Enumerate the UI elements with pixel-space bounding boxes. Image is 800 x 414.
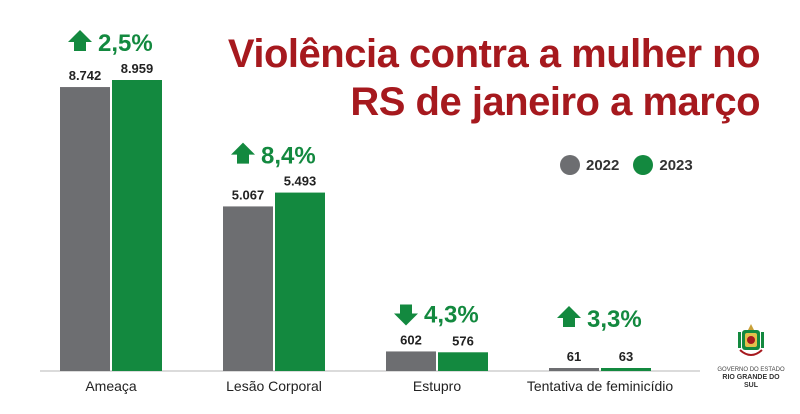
bar-2023-0 bbox=[112, 80, 162, 371]
arrow-up-icon-0 bbox=[68, 30, 92, 51]
bar-2023-1 bbox=[275, 192, 325, 371]
chart-title-line2: RS de janeiro a março bbox=[350, 80, 760, 124]
category-label-0: Ameaça bbox=[85, 378, 137, 394]
legend-label-2023: 2023 bbox=[659, 156, 693, 174]
legend-swatch-2023 bbox=[633, 155, 654, 175]
change-label-1: 8,4% bbox=[261, 143, 316, 170]
data-label-2022-1: 5.067 bbox=[232, 187, 265, 202]
data-label-2023-1: 5.493 bbox=[284, 174, 317, 189]
legend-label-2022: 2022 bbox=[586, 156, 620, 174]
chart-title-line1: Violência contra a mulher no bbox=[227, 32, 761, 76]
bar-2023-2 bbox=[438, 352, 488, 371]
data-label-2023-2: 576 bbox=[452, 333, 474, 348]
category-label-1: Lesão Corporal bbox=[226, 378, 322, 394]
change-label-3: 3,3% bbox=[587, 306, 642, 333]
coat-of-arms-icon bbox=[738, 324, 764, 356]
change-label-2: 4,3% bbox=[424, 301, 479, 328]
category-label-2: Estupro bbox=[413, 378, 461, 394]
legend-item-2022: 2022 bbox=[560, 155, 619, 175]
data-label-2023-3: 63 bbox=[619, 349, 633, 364]
data-label-2022-2: 602 bbox=[400, 332, 422, 347]
legend-swatch-2022 bbox=[560, 155, 580, 175]
legend-item-2023: 2023 bbox=[633, 155, 693, 175]
bar-2022-0 bbox=[60, 87, 110, 371]
bar-2022-3 bbox=[549, 368, 599, 371]
arrow-up-icon-1 bbox=[231, 142, 255, 164]
change-label-0: 2,5% bbox=[98, 30, 153, 57]
bar-2022-1 bbox=[223, 206, 273, 371]
data-label-2023-0: 8.959 bbox=[121, 61, 154, 76]
logo-line1: GOVERNO DO ESTADO bbox=[717, 367, 785, 373]
data-label-2022-3: 61 bbox=[567, 349, 581, 364]
data-label-2022-0: 8.742 bbox=[69, 68, 102, 83]
category-label-3: Tentativa de feminicídio bbox=[527, 378, 674, 394]
government-logo: GOVERNO DO ESTADO RIO GRANDE DO SUL bbox=[716, 322, 786, 402]
arrow-up-icon-3 bbox=[557, 306, 581, 327]
bar-2022-2 bbox=[386, 351, 436, 371]
arrow-down-icon-2 bbox=[394, 304, 418, 326]
chart-title: Violência contra a mulher no RS de janei… bbox=[227, 30, 761, 126]
logo-line2: RIO GRANDE DO SUL bbox=[722, 374, 780, 389]
legend: 2022 2023 bbox=[560, 155, 707, 175]
bar-2023-3 bbox=[601, 368, 651, 371]
